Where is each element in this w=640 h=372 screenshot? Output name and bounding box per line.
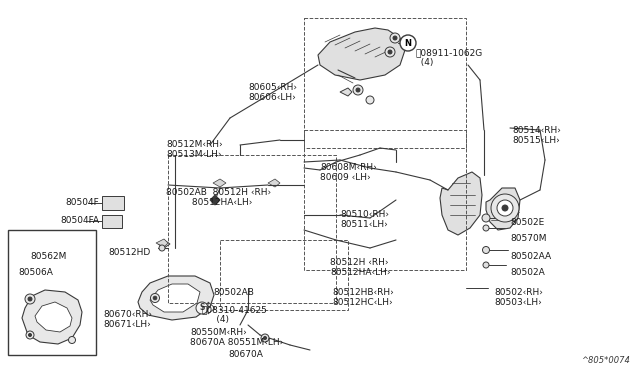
Text: 80504FA: 80504FA <box>60 216 99 225</box>
Text: ⓝ08911-1062G
  (4): ⓝ08911-1062G (4) <box>415 48 483 67</box>
Circle shape <box>483 247 490 253</box>
Polygon shape <box>340 88 352 96</box>
Polygon shape <box>138 276 214 320</box>
Circle shape <box>385 47 395 57</box>
Text: 80570M: 80570M <box>510 234 547 243</box>
Circle shape <box>159 245 165 251</box>
Text: 80512HB‹RH›
80512HC‹LH›: 80512HB‹RH› 80512HC‹LH› <box>332 288 394 307</box>
Bar <box>102 215 122 228</box>
Text: 80670‹RH›
80671‹LH›: 80670‹RH› 80671‹LH› <box>103 310 152 329</box>
Text: 80506A: 80506A <box>18 268 53 277</box>
Text: 80512M‹RH›
80513M‹LH›: 80512M‹RH› 80513M‹LH› <box>166 140 223 159</box>
Circle shape <box>68 337 76 343</box>
Text: 80502AB  80512H ‹RH›
         80512HA‹LH›: 80502AB 80512H ‹RH› 80512HA‹LH› <box>166 188 271 208</box>
Text: 80608M‹RH›
80609 ‹LH›: 80608M‹RH› 80609 ‹LH› <box>320 163 377 182</box>
Circle shape <box>264 337 266 340</box>
Circle shape <box>196 302 208 314</box>
Circle shape <box>25 294 35 304</box>
Text: 80605‹RH›
80606‹LH›: 80605‹RH› 80606‹LH› <box>248 83 297 102</box>
Polygon shape <box>213 179 226 187</box>
Circle shape <box>497 200 513 216</box>
Circle shape <box>393 36 397 40</box>
Polygon shape <box>156 239 168 247</box>
Polygon shape <box>150 284 200 312</box>
Text: 80550M‹RH›
80670A 80551M‹LH›: 80550M‹RH› 80670A 80551M‹LH› <box>190 328 284 347</box>
Polygon shape <box>486 188 520 230</box>
Circle shape <box>353 85 363 95</box>
Circle shape <box>400 35 416 51</box>
Polygon shape <box>22 290 82 344</box>
Text: ^805*0074: ^805*0074 <box>581 356 630 365</box>
Circle shape <box>482 214 490 222</box>
Polygon shape <box>210 195 220 205</box>
Circle shape <box>366 96 374 104</box>
Circle shape <box>388 50 392 54</box>
Text: 80670A: 80670A <box>228 350 263 359</box>
Circle shape <box>483 225 489 231</box>
Text: 80502AB: 80502AB <box>213 288 254 297</box>
Text: S: S <box>199 304 205 312</box>
Bar <box>304 18 466 148</box>
Polygon shape <box>440 172 482 235</box>
Text: 80502A: 80502A <box>510 268 545 277</box>
Text: Ⓝ08310-41625
     (4): Ⓝ08310-41625 (4) <box>202 305 268 324</box>
Text: 80512HD: 80512HD <box>108 248 150 257</box>
Text: 80514‹RH›
80515‹LH›: 80514‹RH› 80515‹LH› <box>512 126 561 145</box>
Text: 80562M: 80562M <box>30 252 67 261</box>
Circle shape <box>261 334 269 342</box>
Text: 80502AA: 80502AA <box>510 252 551 261</box>
Bar <box>8 230 96 355</box>
Text: 80510‹RH›
80511‹LH›: 80510‹RH› 80511‹LH› <box>340 210 389 230</box>
Circle shape <box>491 194 519 222</box>
Circle shape <box>28 297 32 301</box>
Circle shape <box>29 334 31 337</box>
Bar <box>168 155 336 303</box>
Circle shape <box>502 205 508 211</box>
Polygon shape <box>318 28 405 80</box>
Bar <box>102 196 124 210</box>
Circle shape <box>26 331 34 339</box>
Text: 80512H ‹RH›
80512HA‹LH›: 80512H ‹RH› 80512HA‹LH› <box>330 258 390 278</box>
Polygon shape <box>35 302 72 332</box>
Circle shape <box>153 296 157 300</box>
Circle shape <box>356 88 360 92</box>
Bar <box>304 130 466 270</box>
Circle shape <box>150 294 159 302</box>
Text: 80504F: 80504F <box>65 198 99 207</box>
Text: N: N <box>404 38 412 48</box>
Bar <box>220 240 348 310</box>
Circle shape <box>390 33 400 43</box>
Text: 80502‹RH›
80503‹LH›: 80502‹RH› 80503‹LH› <box>494 288 543 307</box>
Polygon shape <box>268 179 280 187</box>
Polygon shape <box>158 240 170 248</box>
Text: 80502E: 80502E <box>510 218 544 227</box>
Circle shape <box>483 262 489 268</box>
